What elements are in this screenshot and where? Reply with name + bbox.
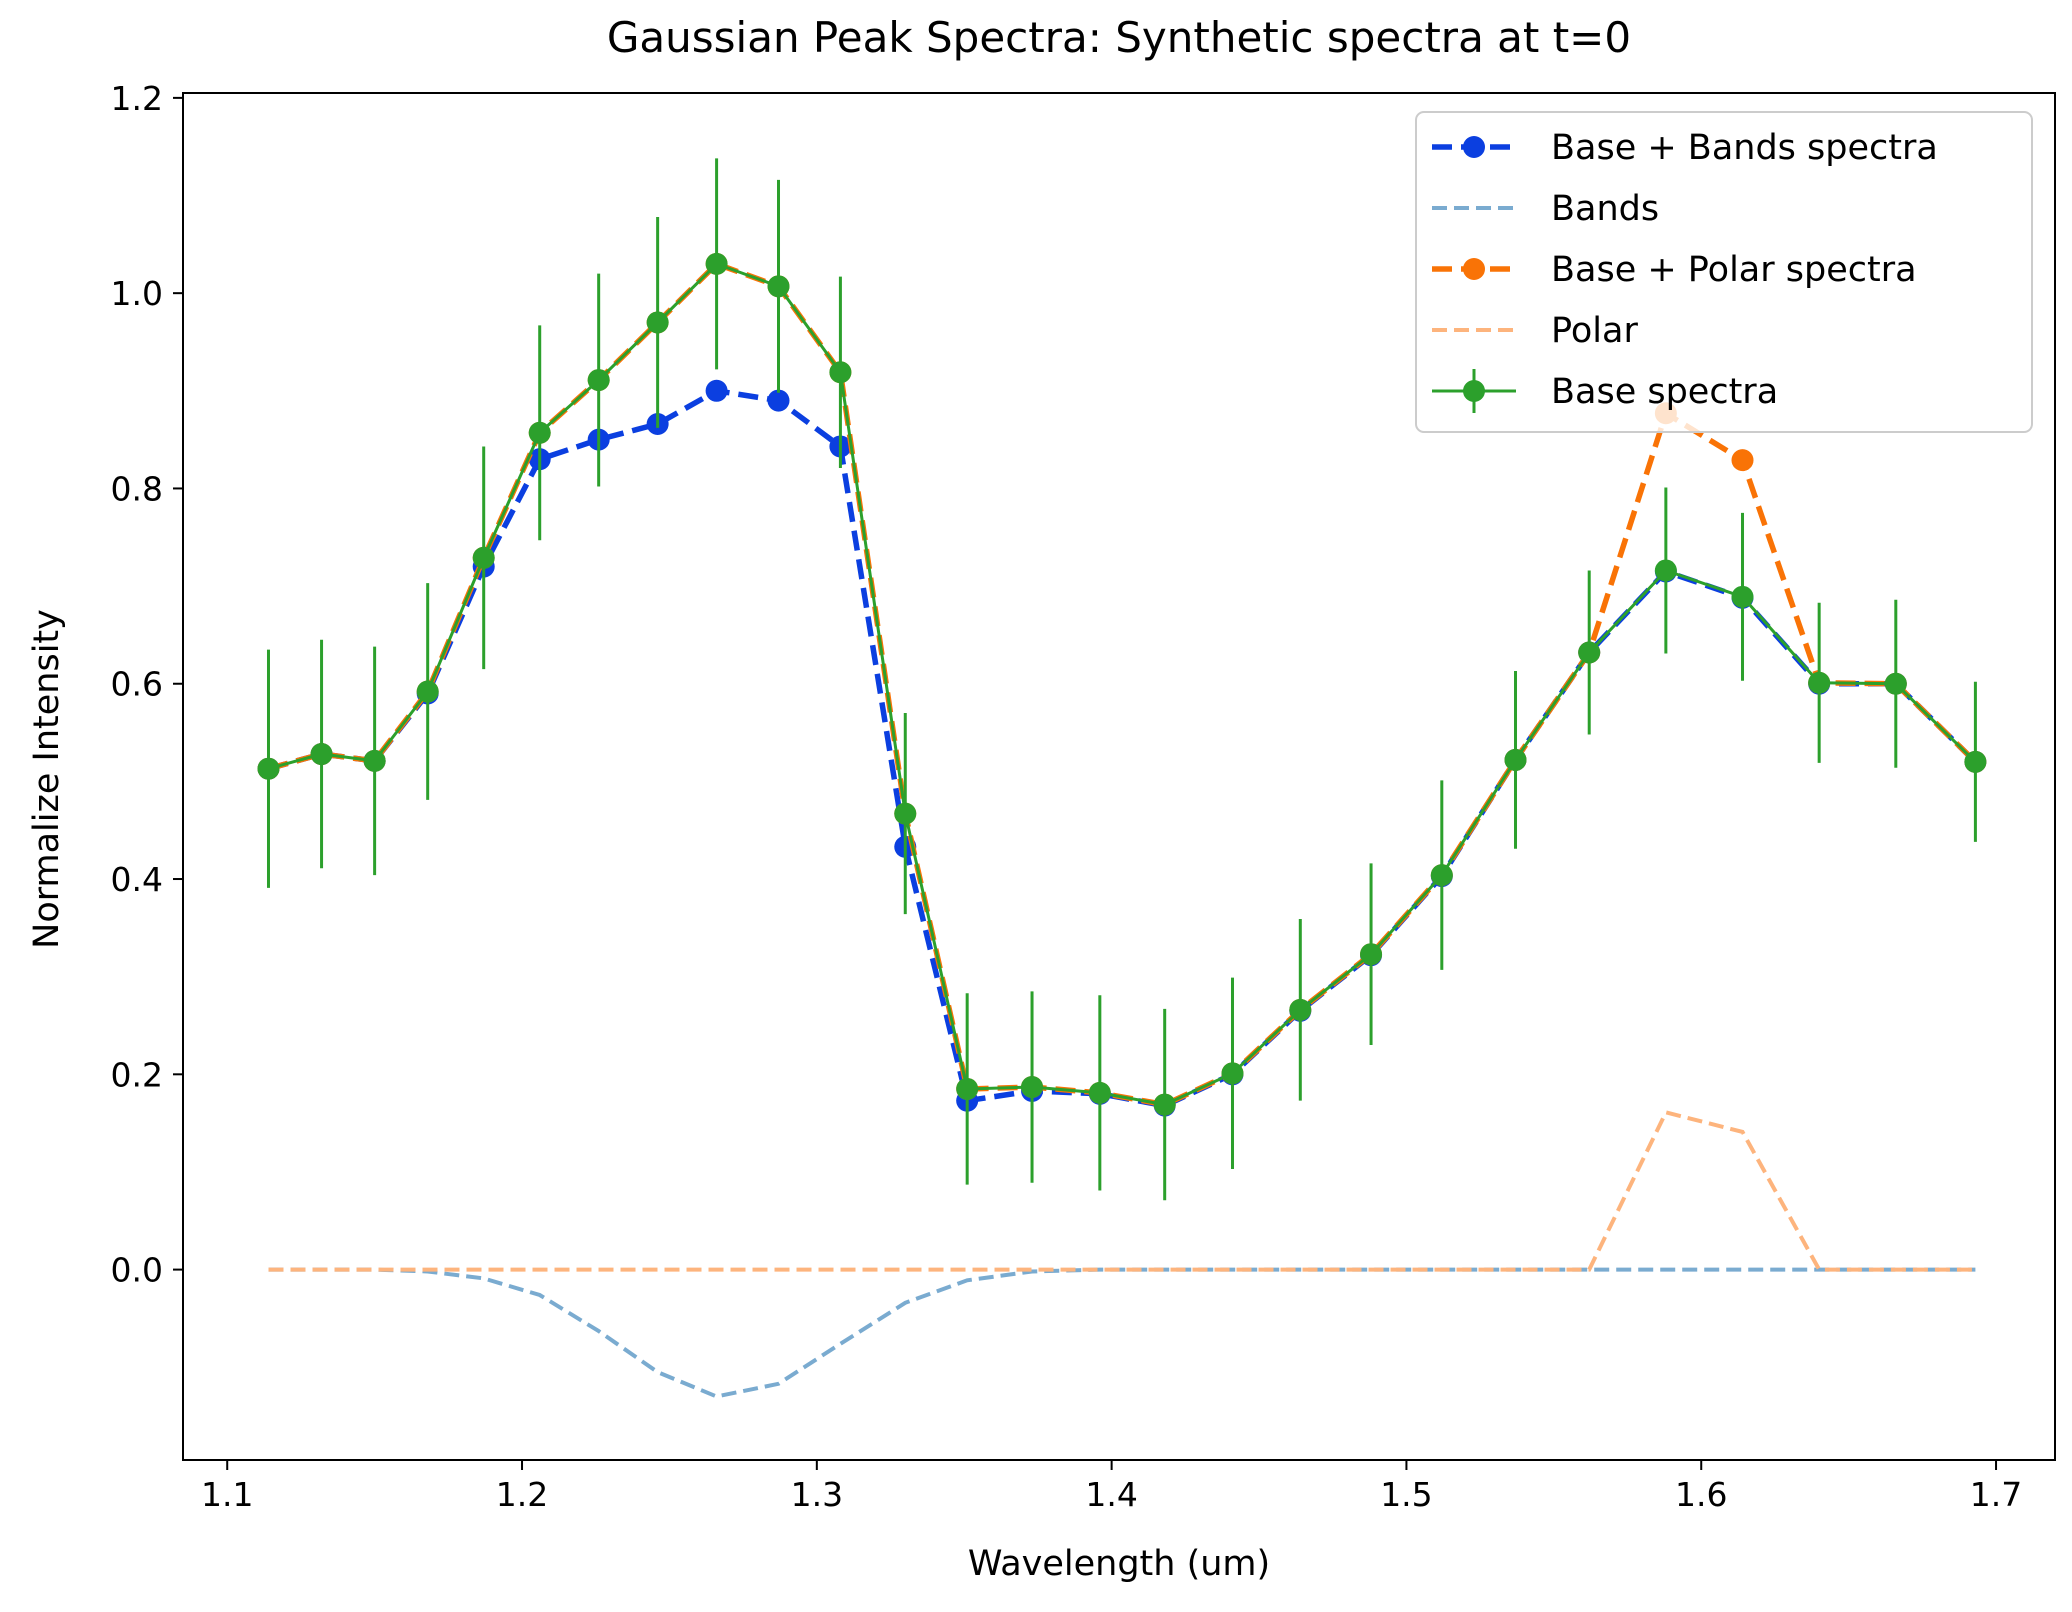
axes: 1.1 1.2 1.3 1.4 1.5 1.6 1.7 0.0 0.2 0.4 0.6 0.8 1.0 1…: [111, 79, 2056, 1514]
legend-label: Bands: [1551, 189, 1659, 229]
point-base: [1731, 585, 1754, 608]
y-tick-label: 0.2: [111, 1055, 163, 1094]
point-base: [1289, 998, 1312, 1021]
point-base: [1360, 943, 1383, 966]
x-tick-label: 1.1: [201, 1475, 253, 1514]
point-base: [528, 421, 551, 444]
point-base-bands: [705, 379, 728, 402]
x-axis-label: Wavelength (um): [968, 1544, 1270, 1584]
y-tick-label: 1.0: [111, 274, 163, 313]
point-base: [310, 743, 333, 766]
point-base: [363, 749, 386, 772]
point-base: [587, 369, 610, 392]
series-line-polar: [268, 1110, 1976, 1272]
point-base: [956, 1077, 979, 1100]
point-base-bands: [767, 389, 790, 412]
point-base: [1504, 748, 1527, 771]
point-base: [767, 275, 790, 298]
point-base: [416, 680, 439, 703]
legend-swatch-marker: [1463, 380, 1485, 402]
y-tick-label: 0.4: [111, 860, 163, 899]
x-tick-label: 1.4: [1085, 1475, 1137, 1514]
x-tick-label: 1.2: [496, 1475, 548, 1514]
point-base: [894, 802, 917, 825]
point-base: [472, 546, 495, 569]
legend-label: Base + Polar spectra: [1551, 250, 1917, 290]
series-line-bands: [268, 1267, 1976, 1399]
legend-label: Base spectra: [1551, 372, 1778, 412]
point-base: [1153, 1093, 1176, 1116]
x-tick-label: 1.5: [1380, 1475, 1432, 1514]
point-base: [1088, 1081, 1111, 1104]
legend-swatch-marker: [1463, 258, 1485, 280]
point-base: [1221, 1062, 1244, 1085]
x-tick-label: 1.3: [791, 1475, 843, 1514]
y-tick-label: 0.0: [111, 1251, 163, 1290]
chart-title: Gaussian Peak Spectra: Synthetic spectra…: [607, 13, 1631, 62]
legend-label: Polar: [1551, 311, 1638, 351]
legend-box: [1415, 111, 2033, 433]
axes-frame: [182, 92, 2056, 1461]
x-tick-label: 1.7: [1970, 1475, 2022, 1514]
point-base: [646, 311, 669, 334]
point-base: [257, 757, 280, 780]
point-base-polar: [1731, 449, 1754, 472]
x-tick-label: 1.6: [1675, 1475, 1727, 1514]
y-tick-label: 1.2: [111, 79, 163, 118]
point-base: [1654, 559, 1677, 582]
point-base: [705, 252, 728, 275]
point-base: [1430, 864, 1453, 887]
legend: Base + Bands spectra Bands Base + Polar sp…: [1415, 111, 2033, 433]
legend-swatch-marker: [1463, 136, 1485, 158]
legend-label: Base + Bands spectra: [1551, 128, 1938, 168]
series-group: [257, 158, 1987, 1399]
y-tick-label: 0.8: [111, 469, 163, 508]
point-base: [1884, 672, 1907, 695]
point-base: [829, 361, 852, 384]
point-base: [1578, 641, 1601, 664]
point-base: [1021, 1076, 1044, 1099]
point-base: [1808, 671, 1831, 694]
y-axis-label: Normalize Intensity: [27, 609, 67, 949]
plot-area: [257, 158, 1987, 1399]
y-tick-label: 0.6: [111, 665, 163, 704]
point-base: [1964, 750, 1987, 773]
